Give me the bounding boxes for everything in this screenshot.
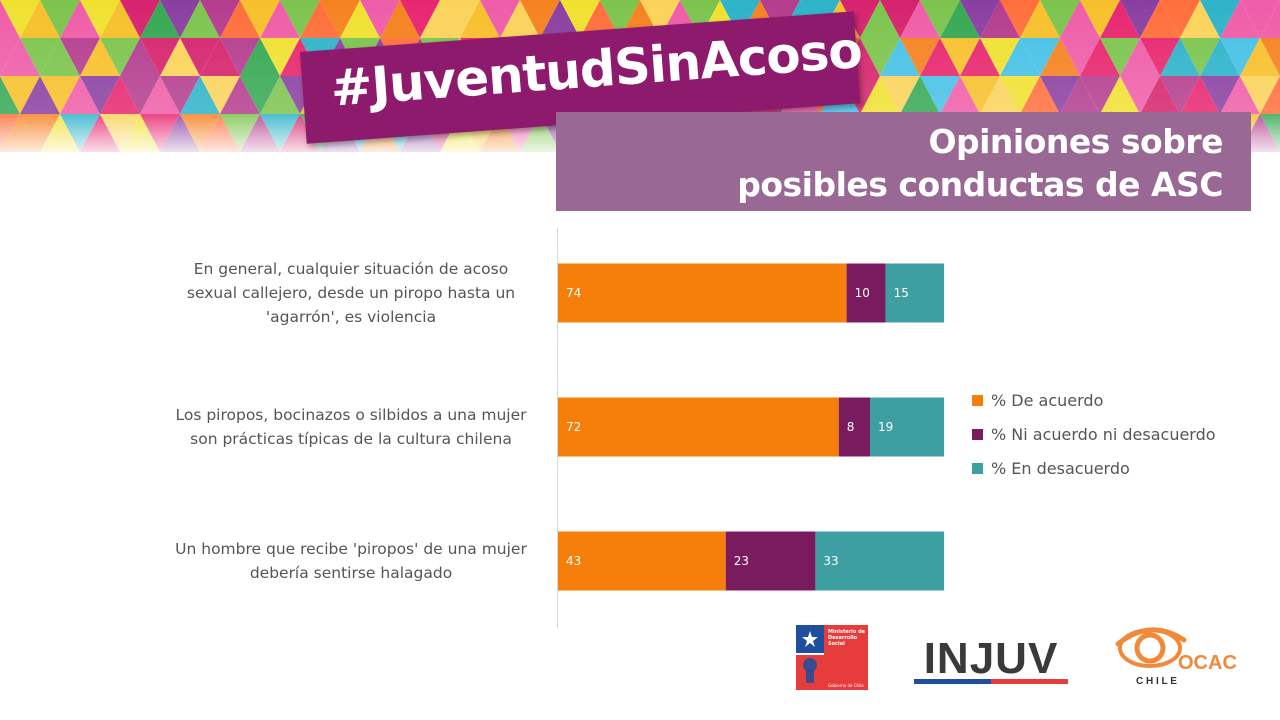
injuv-logo: INJUV — [914, 636, 1068, 684]
injuv-logo-text: INJUV — [924, 636, 1059, 683]
bar-de-acuerdo-1 — [558, 263, 847, 323]
legend-label: % Ni acuerdo ni desacuerdo — [991, 424, 1216, 444]
bars-layer: 74 10 15 72 8 19 43 23 33 — [558, 263, 945, 591]
data-label-ni-acuerdo-1: 10 — [855, 286, 870, 300]
data-label-en-desacuerdo-1: 15 — [894, 286, 909, 300]
category-label-1: En general, cualquier situación de acoso… — [187, 260, 515, 326]
bar-en-desacuerdo-1 — [885, 263, 945, 323]
data-label-en-desacuerdo-3: 33 — [823, 554, 838, 568]
category-label-line: debería sentirse halagado — [250, 564, 452, 582]
category-label-line: Un hombre que recibe 'piropos' de una mu… — [175, 540, 527, 558]
bar-ni-acuerdo-3 — [725, 531, 816, 591]
category-label-3: Un hombre que recibe 'piropos' de una mu… — [175, 540, 527, 582]
data-label-de-acuerdo-3: 43 — [566, 554, 581, 568]
legend-swatch-ni-acuerdo — [972, 428, 983, 440]
bar-de-acuerdo-2 — [558, 397, 839, 457]
svg-text:Social: Social — [828, 641, 845, 647]
legend: % De acuerdo % Ni acuerdo ni desacuerdo … — [972, 383, 1216, 485]
data-label-ni-acuerdo-3: 23 — [734, 554, 749, 568]
category-label-2: Los piropos, bocinazos o silbidos a una … — [175, 406, 527, 448]
svg-text:Ministerio de: Ministerio de — [828, 629, 866, 635]
bar-en-desacuerdo-3 — [815, 531, 945, 591]
legend-item-de-acuerdo: % De acuerdo — [972, 383, 1216, 417]
category-labels: En general, cualquier situación de acoso… — [175, 260, 527, 582]
svg-text:Desarrollo: Desarrollo — [828, 635, 858, 641]
legend-label: % De acuerdo — [991, 390, 1104, 410]
category-label-line: son prácticas típicas de la cultura chil… — [190, 430, 512, 448]
bar-ni-acuerdo-1 — [846, 263, 886, 323]
data-label-de-acuerdo-1: 74 — [566, 286, 581, 300]
data-label-en-desacuerdo-2: 19 — [878, 420, 893, 434]
category-label-line: sexual callejero, desde un piropo hasta … — [187, 284, 515, 302]
legend-label: % En desacuerdo — [991, 458, 1130, 478]
legend-swatch-de-acuerdo — [972, 394, 983, 406]
ocac-logo: OCAC C H I L E — [1115, 627, 1237, 687]
title-box: Opiniones sobre posibles conductas de AS… — [556, 112, 1251, 211]
bar-ni-acuerdo-2 — [838, 397, 870, 457]
title-line-1: Opiniones sobre — [928, 122, 1223, 161]
ocac-logo-text: OCAC — [1178, 652, 1237, 674]
title-line-2: posibles conductas de ASC — [737, 165, 1223, 204]
legend-swatch-en-desacuerdo — [972, 462, 983, 474]
category-label-line: 'agarrón', es violencia — [266, 308, 436, 326]
category-label-line: Los piropos, bocinazos o silbidos a una … — [175, 406, 527, 424]
data-label-ni-acuerdo-2: 8 — [847, 420, 855, 434]
bar-de-acuerdo-3 — [558, 531, 726, 591]
legend-item-en-desacuerdo: % En desacuerdo — [972, 451, 1216, 485]
legend-item-ni-acuerdo: % Ni acuerdo ni desacuerdo — [972, 417, 1216, 451]
svg-text:Gobierno de Chile: Gobierno de Chile — [828, 683, 864, 688]
page-title: Opiniones sobre posibles conductas de AS… — [737, 120, 1223, 206]
ocac-logo-subtext: C H I L E — [1136, 676, 1177, 687]
data-label-de-acuerdo-2: 72 — [566, 420, 581, 434]
category-label-line: En general, cualquier situación de acoso — [194, 260, 508, 278]
bar-en-desacuerdo-2 — [870, 397, 945, 457]
ministerio-logo: Ministerio de Desarrollo Social Gobierno… — [796, 625, 868, 690]
